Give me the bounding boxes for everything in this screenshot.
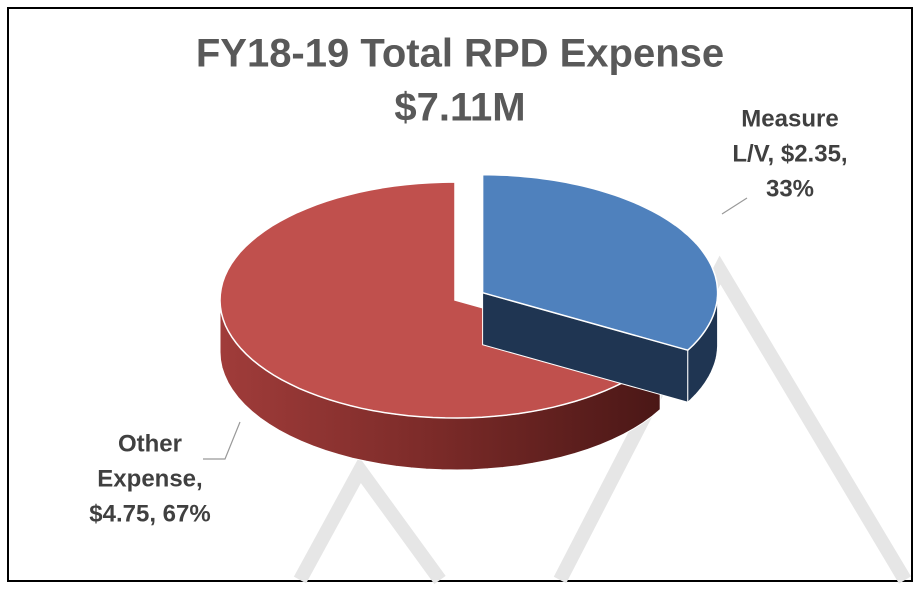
data-label: Measure [741,105,838,132]
data-label: L/V, $2.35, [732,140,847,167]
slice [481,173,719,352]
data-label: Expense, [97,465,202,492]
data-label: Other [118,430,182,457]
data-label: $4.75, 67% [89,500,210,527]
chart-subtitle: $7.11M [394,86,525,130]
chart-title: FY18-19 Total RPD Expense [196,32,724,76]
data-label: 33% [766,175,814,202]
leader-line [721,197,748,215]
pie [219,173,719,471]
watermark [553,255,912,584]
chart-border [7,7,913,582]
leader-line [203,421,241,460]
watermark [293,456,446,585]
